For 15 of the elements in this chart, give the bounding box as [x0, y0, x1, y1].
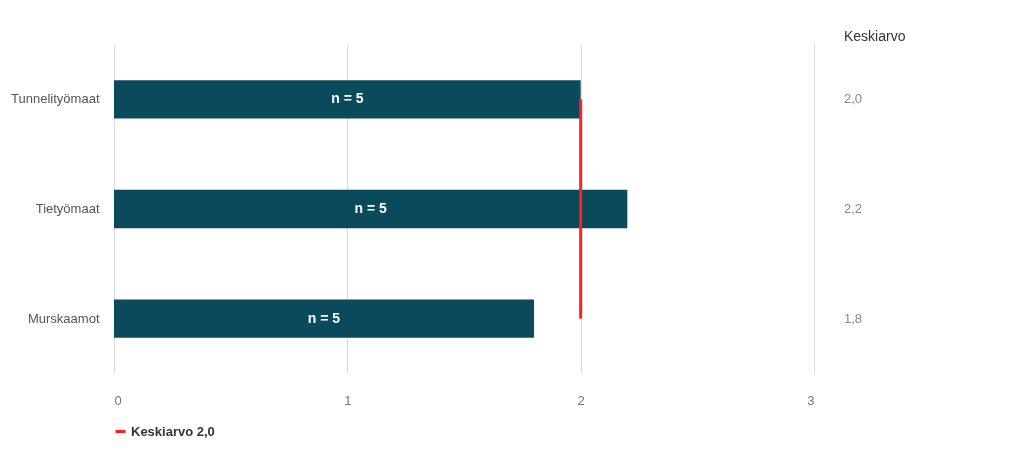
y-tick-label: Tunnelityömaat — [11, 91, 100, 107]
y-tick-label: Murskaamot — [27, 310, 100, 326]
annotation: n = 5 — [354, 200, 388, 216]
text: 2,0 — [844, 91, 863, 107]
text: Keskiarvo — [844, 28, 906, 44]
y-tick-label: Tietyömaat — [35, 201, 100, 216]
x-tick-label: 1 — [344, 392, 352, 408]
text: 1,8 — [844, 310, 863, 326]
x-tick-label: 2 — [577, 392, 585, 408]
x-tick-label: 0 — [114, 392, 122, 408]
legend-label: Keskiarvo 2,0 — [131, 423, 215, 439]
text: 2,2 — [844, 201, 863, 216]
annotation: n = 5 — [307, 309, 341, 326]
x-tick-label: 3 — [807, 392, 815, 408]
annotation: n = 5 — [331, 90, 364, 107]
